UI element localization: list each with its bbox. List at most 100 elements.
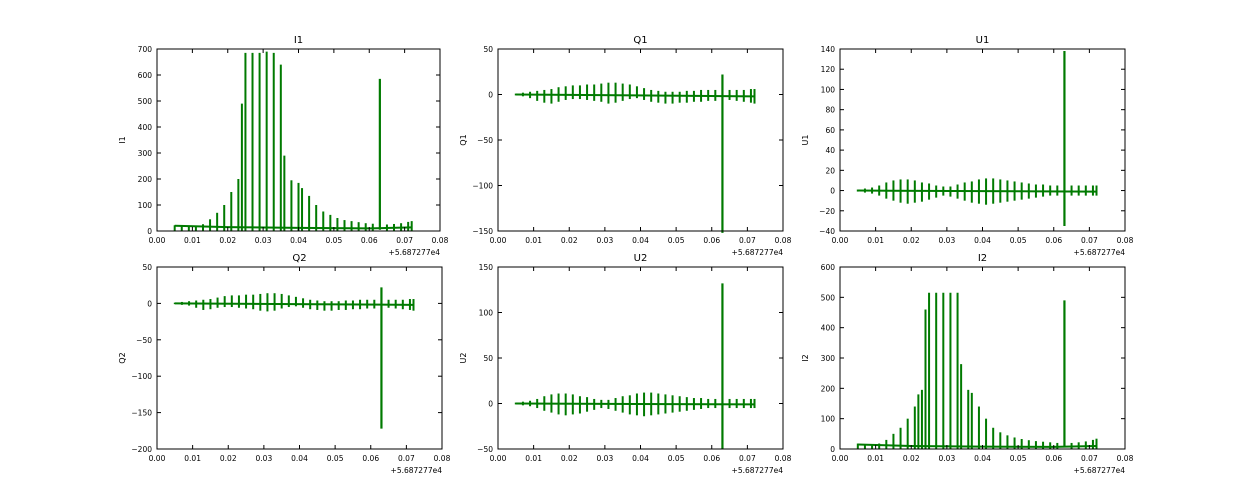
y-tick-label: 400 [821,324,836,333]
y-tick-label: 300 [821,354,836,363]
subplot-title: Q2 [292,253,306,264]
x-tick-label: 0.07 [398,454,415,463]
y-tick-label: 80 [825,106,835,115]
x-tick-label: 0.02 [561,454,578,463]
x-tick-label: 0.02 [220,454,237,463]
axes-frame [156,266,443,450]
baseline-trace [174,302,414,306]
y-tick-label: 40 [825,146,835,155]
subplot-title: U1 [976,35,990,46]
y-tick-label: 20 [825,166,835,175]
subplot-I1: 0.00 0.01 0.02 0.03 0.04 0.05 0.06 0.07 0.08 0 100… [118,35,449,257]
axes-frame [839,48,1126,232]
y-tick-label: 0 [488,91,493,100]
y-tick-label: −50 [477,136,493,145]
y-tick-label: −150 [131,409,152,418]
y-tick-label: 100 [479,309,494,318]
subplot-title: U2 [634,253,648,264]
x-tick-label: 0.06 [1045,236,1062,245]
x-tick-label: 0.03 [939,236,956,245]
x-tick-label: 0.02 [561,236,578,245]
x-tick-label: 0.02 [903,454,920,463]
y-tick-label: 50 [483,354,493,363]
x-tick-label: 0.02 [903,236,920,245]
axes-frame [497,266,784,450]
y-axis-label: I1 [118,136,127,143]
y-tick-label: 0 [147,227,152,236]
x-offset-label: +5.687277e4 [389,248,441,257]
subplot-title: Q1 [633,35,647,46]
y-tick-label: 0 [488,400,493,409]
x-tick-label: 0.08 [434,454,451,463]
subplot-Q2: 0.00 0.01 0.02 0.03 0.04 0.05 0.06 0.07 0.08 −200… [118,253,451,475]
x-tick-label: 0.03 [939,454,956,463]
y-tick-label: 50 [483,45,493,54]
y-axis-label: U1 [801,135,810,146]
y-tick-label: −200 [131,445,152,454]
x-tick-label: 0.06 [362,454,379,463]
y-tick-label: 60 [825,126,835,135]
baseline-trace [515,93,755,98]
x-tick-label: 0.04 [632,454,649,463]
y-tick-label: 600 [821,263,836,272]
x-tick-label: 0.03 [597,236,614,245]
x-tick-label: 0.07 [739,454,756,463]
y-axis-label: Q2 [118,352,127,363]
y-tick-label: −50 [477,445,493,454]
x-tick-label: 0.01 [525,454,542,463]
x-tick-label: 0.05 [327,454,344,463]
y-tick-label: 50 [142,263,152,272]
x-tick-label: 0.04 [974,236,991,245]
x-tick-label: 0.07 [396,236,413,245]
x-tick-label: 0.03 [255,236,272,245]
y-tick-label: 120 [821,65,836,74]
x-tick-label: 0.07 [1081,454,1098,463]
subplot-U1: 0.00 0.01 0.02 0.03 0.04 0.05 0.06 0.07 0.08 −40 −… [801,35,1134,257]
x-tick-label: 0.05 [668,236,685,245]
x-tick-label: 0.05 [326,236,343,245]
x-offset-label: +5.687277e4 [391,466,443,475]
x-tick-label: 0.00 [490,454,507,463]
y-tick-label: 0 [147,299,152,308]
y-tick-label: 0 [830,445,835,454]
x-tick-label: 0.08 [1117,236,1134,245]
y-tick-label: 200 [138,175,153,184]
x-tick-label: 0.00 [149,454,166,463]
x-tick-label: 0.08 [775,236,792,245]
x-offset-label: +5.687277e4 [1074,466,1126,475]
y-tick-label: −100 [472,182,493,191]
y-tick-label: −100 [131,372,152,381]
subplot-Q1: 0.00 0.01 0.02 0.03 0.04 0.05 0.06 0.07 0.08 −150… [459,35,792,257]
subplot-title: I2 [978,253,987,264]
x-tick-label: 0.01 [525,236,542,245]
x-tick-label: 0.04 [974,454,991,463]
subplot-U2: 0.00 0.01 0.02 0.03 0.04 0.05 0.06 0.07 0.08 −50 0… [459,253,792,475]
x-offset-label: +5.687277e4 [732,248,784,257]
x-tick-label: 0.07 [1081,236,1098,245]
y-tick-label: 700 [138,45,153,54]
x-tick-label: 0.01 [867,236,884,245]
x-tick-label: 0.08 [432,236,449,245]
x-tick-label: 0.08 [1117,454,1134,463]
x-tick-label: 0.04 [291,454,308,463]
x-tick-label: 0.00 [149,236,166,245]
subplot-title: I1 [294,35,303,46]
y-tick-label: 400 [138,123,153,132]
y-tick-label: 140 [821,45,836,54]
y-tick-label: 0 [830,187,835,196]
y-tick-label: −40 [819,227,835,236]
x-tick-label: 0.04 [632,236,649,245]
x-tick-label: 0.01 [184,236,201,245]
x-tick-label: 0.05 [1010,236,1027,245]
x-offset-label: +5.687277e4 [1074,248,1126,257]
x-tick-label: 0.03 [256,454,273,463]
x-tick-label: 0.06 [1045,454,1062,463]
x-tick-label: 0.06 [703,454,720,463]
y-axis-label: U2 [459,353,468,364]
x-tick-label: 0.00 [832,454,849,463]
y-tick-label: −20 [819,207,835,216]
y-tick-label: −50 [136,336,152,345]
y-tick-label: 100 [821,85,836,94]
y-tick-label: 200 [821,384,836,393]
